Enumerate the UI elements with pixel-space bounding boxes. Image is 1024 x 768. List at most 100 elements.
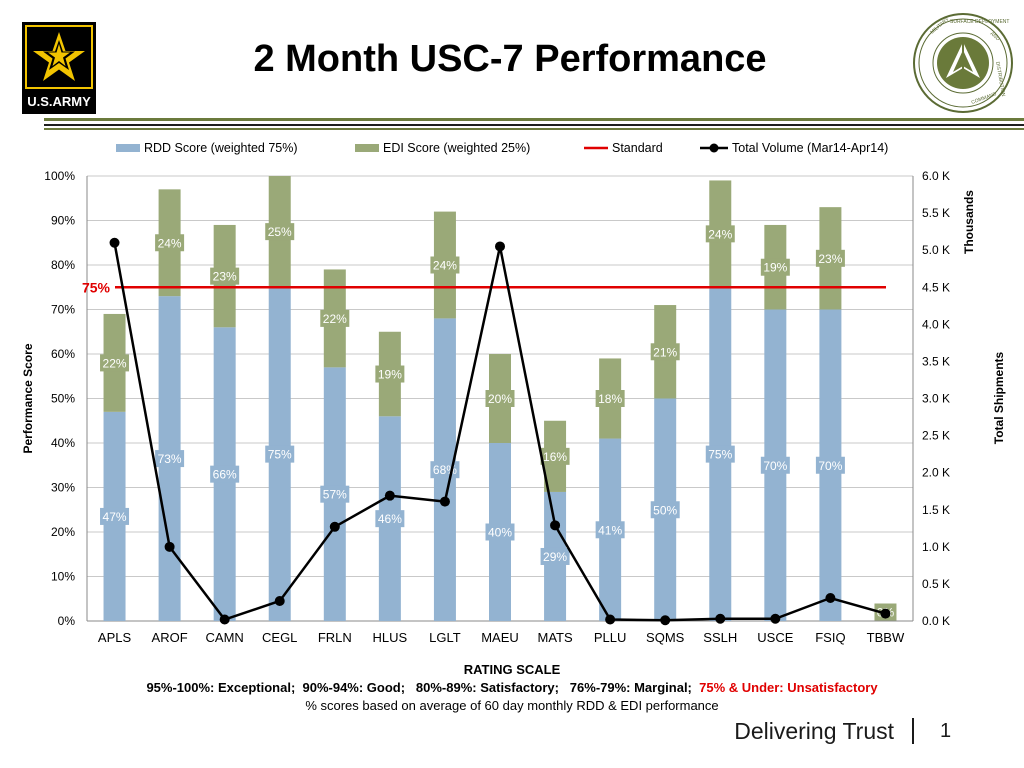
x-tick-label: CEGL: [262, 630, 297, 645]
data-label-rdd: 46%: [378, 512, 402, 526]
volume-point-mats: [550, 520, 561, 531]
x-tick-label: AROF: [152, 630, 188, 645]
data-label-edi: 19%: [763, 261, 787, 275]
data-label-edi-bg: [650, 343, 680, 361]
x-tick-label: TBBW: [867, 630, 905, 645]
volume-point-apls: [109, 237, 120, 248]
legend-swatch: [116, 144, 140, 152]
data-label-edi: 23%: [818, 252, 842, 266]
x-tick-label: USCE: [757, 630, 793, 645]
y2-axis-unit: Thousands: [962, 190, 976, 254]
page-title: 2 Month USC-7 Performance: [253, 38, 767, 80]
y-tick-label: 0%: [58, 614, 76, 628]
y2-tick-label: 2.5 K: [922, 429, 950, 443]
y2-axis-title: Total Shipments: [992, 351, 1006, 444]
x-tick-label: LGLT: [429, 630, 461, 645]
data-label-edi-bg: [595, 390, 625, 407]
data-label-rdd-bg: [100, 507, 130, 525]
data-label-edi: 24%: [708, 227, 732, 241]
data-label-edi-bg: [375, 365, 405, 383]
data-label-rdd-bg: [375, 510, 405, 528]
data-label-edi: 21%: [653, 345, 677, 359]
header-rule: [44, 118, 1024, 121]
data-label-edi-bg: [100, 354, 130, 372]
footer-divider: [912, 718, 914, 744]
data-label-edi: 19%: [378, 368, 402, 382]
volume-point-sqms: [660, 615, 671, 626]
data-label-edi-bg: [705, 225, 735, 243]
data-label-edi: 25%: [268, 225, 292, 239]
data-label-rdd-bg: [705, 445, 735, 463]
us-army-logo-text: U.S.ARMY: [27, 94, 91, 109]
data-label-rdd-bg: [320, 485, 350, 503]
volume-point-tbbw: [880, 608, 891, 619]
y-tick-label: 90%: [51, 214, 75, 228]
x-tick-label: PLLU: [594, 630, 627, 645]
x-tick-label: SQMS: [646, 630, 685, 645]
data-label-rdd: 73%: [158, 452, 182, 466]
data-label-edi: 18%: [598, 392, 622, 406]
volume-point-pllu: [605, 614, 616, 625]
volume-point-sslh: [715, 613, 726, 624]
data-label-rdd: 50%: [653, 503, 677, 517]
x-tick-label: CAMN: [206, 630, 244, 645]
data-label-edi-bg: [540, 447, 570, 465]
data-label-edi: 16%: [543, 450, 567, 464]
x-tick-label: APLS: [98, 630, 132, 645]
data-label-rdd-bg: [650, 501, 680, 519]
rating-scale-unsatisfactory: 75% & Under: Unsatisfactory: [699, 680, 878, 695]
data-label-rdd: 75%: [268, 448, 292, 462]
volume-point-maeu: [495, 241, 505, 252]
y-tick-label: 100%: [44, 169, 75, 183]
us-army-logo: U.S.ARMY: [22, 22, 96, 114]
legend-label: Standard: [612, 141, 663, 155]
sddc-seal-logo: MILITARY SURFACE DEPLOYMENT AND DISTRIBU…: [912, 12, 1014, 114]
volume-point-usce: [770, 613, 781, 624]
data-label-rdd-bg: [595, 521, 625, 539]
data-label-rdd-bg: [485, 523, 515, 541]
data-label-edi: 24%: [433, 259, 457, 273]
y-tick-label: 20%: [51, 525, 75, 539]
data-label-rdd: 41%: [598, 523, 622, 537]
footnote: % scores based on average of 60 day mont…: [305, 698, 719, 713]
y2-tick-label: 5.5 K: [922, 206, 950, 220]
data-label-edi-bg: [815, 249, 845, 267]
data-label-rdd: 40%: [488, 526, 512, 540]
y-tick-label: 30%: [51, 481, 75, 495]
data-label-edi: 24%: [158, 236, 182, 250]
y2-tick-label: 3.0 K: [922, 392, 950, 406]
y2-tick-label: 1.0 K: [922, 540, 950, 554]
data-label-rdd: 70%: [763, 459, 787, 473]
y2-tick-label: 5.0 K: [922, 243, 950, 257]
legend-swatch: [355, 144, 379, 152]
tagline: Delivering Trust: [734, 718, 894, 744]
y-tick-label: 50%: [51, 392, 75, 406]
y2-tick-label: 3.5 K: [922, 354, 950, 368]
data-label-edi: 20%: [488, 392, 512, 406]
x-tick-label: FRLN: [318, 630, 352, 645]
y2-tick-label: 2.0 K: [922, 466, 950, 480]
svg-text:SURFACE DEPLOYMENT: SURFACE DEPLOYMENT: [950, 19, 1009, 25]
y2-tick-label: 1.5 K: [922, 503, 950, 517]
data-label-edi-bg: [430, 256, 460, 274]
x-tick-label: HLUS: [373, 630, 408, 645]
data-label-rdd: 70%: [818, 459, 842, 473]
x-tick-label: MATS: [537, 630, 572, 645]
y-tick-label: 60%: [51, 347, 75, 361]
data-label-rdd: 75%: [708, 448, 732, 462]
y-axis-title: Performance Score: [21, 343, 35, 453]
y2-tick-label: 4.0 K: [922, 317, 950, 331]
y-tick-label: 80%: [51, 258, 75, 272]
data-label-edi-bg: [210, 267, 240, 285]
legend-label: RDD Score (weighted 75%): [144, 141, 298, 155]
y-tick-label: 10%: [51, 570, 75, 584]
y-tick-label: 40%: [51, 436, 75, 450]
data-label-rdd: 29%: [543, 550, 567, 564]
data-label-edi-bg: [320, 309, 350, 327]
rating-scale-title: RATING SCALE: [463, 662, 561, 677]
y2-tick-label: 0.0 K: [922, 614, 950, 628]
legend-marker: [709, 143, 719, 153]
rating-scale: 95%-100%: Exceptional; 90%-94%: Good; 80…: [0, 680, 1024, 695]
svg-text:AND: AND: [989, 31, 1001, 43]
header-rule: [44, 128, 1024, 130]
